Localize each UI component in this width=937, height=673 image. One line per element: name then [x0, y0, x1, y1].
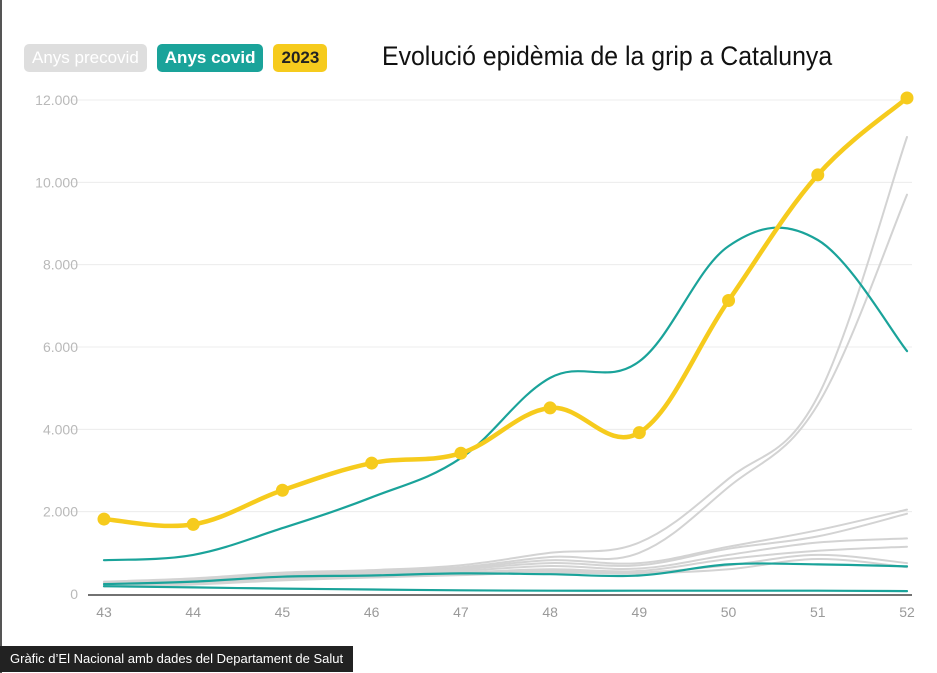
x-tick-label: 43: [96, 604, 112, 620]
covid-series-line: [102, 562, 909, 586]
x-tick-label: 44: [185, 604, 201, 620]
x-tick-label: 46: [364, 604, 380, 620]
year-2023-line: [97, 91, 914, 531]
data-point: [543, 401, 557, 415]
data-point: [97, 512, 111, 526]
chart-title: Evolució epidèmia de la grip a Catalunya: [382, 41, 833, 71]
y2023-series-line: [101, 95, 910, 529]
y-tick-label: 0: [70, 586, 78, 602]
data-point: [811, 168, 825, 182]
y-tick-label: 6.000: [43, 339, 78, 355]
y-tick-label: 4.000: [43, 421, 78, 437]
x-axis-ticks: 43 44 45 46 47 48 49 50 51 52: [96, 604, 915, 620]
x-tick-label: 47: [453, 604, 469, 620]
y-tick-label: 12.000: [35, 92, 78, 108]
precovid-lines: [103, 136, 908, 588]
covid-lines: [102, 226, 909, 593]
x-tick-label: 49: [632, 604, 648, 620]
y-tick-label: 8.000: [43, 257, 78, 273]
frame-border: [0, 0, 2, 673]
legend-2023: 2023: [273, 44, 328, 72]
x-tick-label: 50: [721, 604, 737, 620]
covid-series-line: [102, 226, 909, 562]
precovid-series-line: [103, 136, 908, 583]
data-point: [632, 426, 646, 440]
precovid-series-line: [103, 193, 908, 584]
y-axis-ticks: 0 2.000 4.000 6.000 8.000 10.000 12.000: [35, 92, 78, 602]
data-point: [186, 517, 200, 531]
legend-covid: Anys covid: [156, 44, 264, 72]
data-point: [900, 91, 914, 105]
source-caption: Gràfic d’El Nacional amb dades del Depar…: [0, 646, 354, 672]
legend: Anys precovid Anys covid 2023: [24, 44, 328, 72]
covid-series-line: [102, 585, 909, 593]
data-point: [454, 446, 468, 460]
x-tick-label: 48: [542, 604, 558, 620]
data-point: [275, 483, 289, 497]
y-tick-label: 10.000: [35, 174, 78, 190]
grid-lines: [70, 99, 912, 513]
legend-precovid: Anys precovid: [24, 44, 147, 72]
y-tick-label: 2.000: [43, 504, 78, 520]
data-point: [365, 456, 379, 470]
x-tick-label: 52: [899, 604, 915, 620]
x-tick-label: 45: [275, 604, 291, 620]
data-point: [722, 293, 736, 307]
x-tick-label: 51: [810, 604, 826, 620]
